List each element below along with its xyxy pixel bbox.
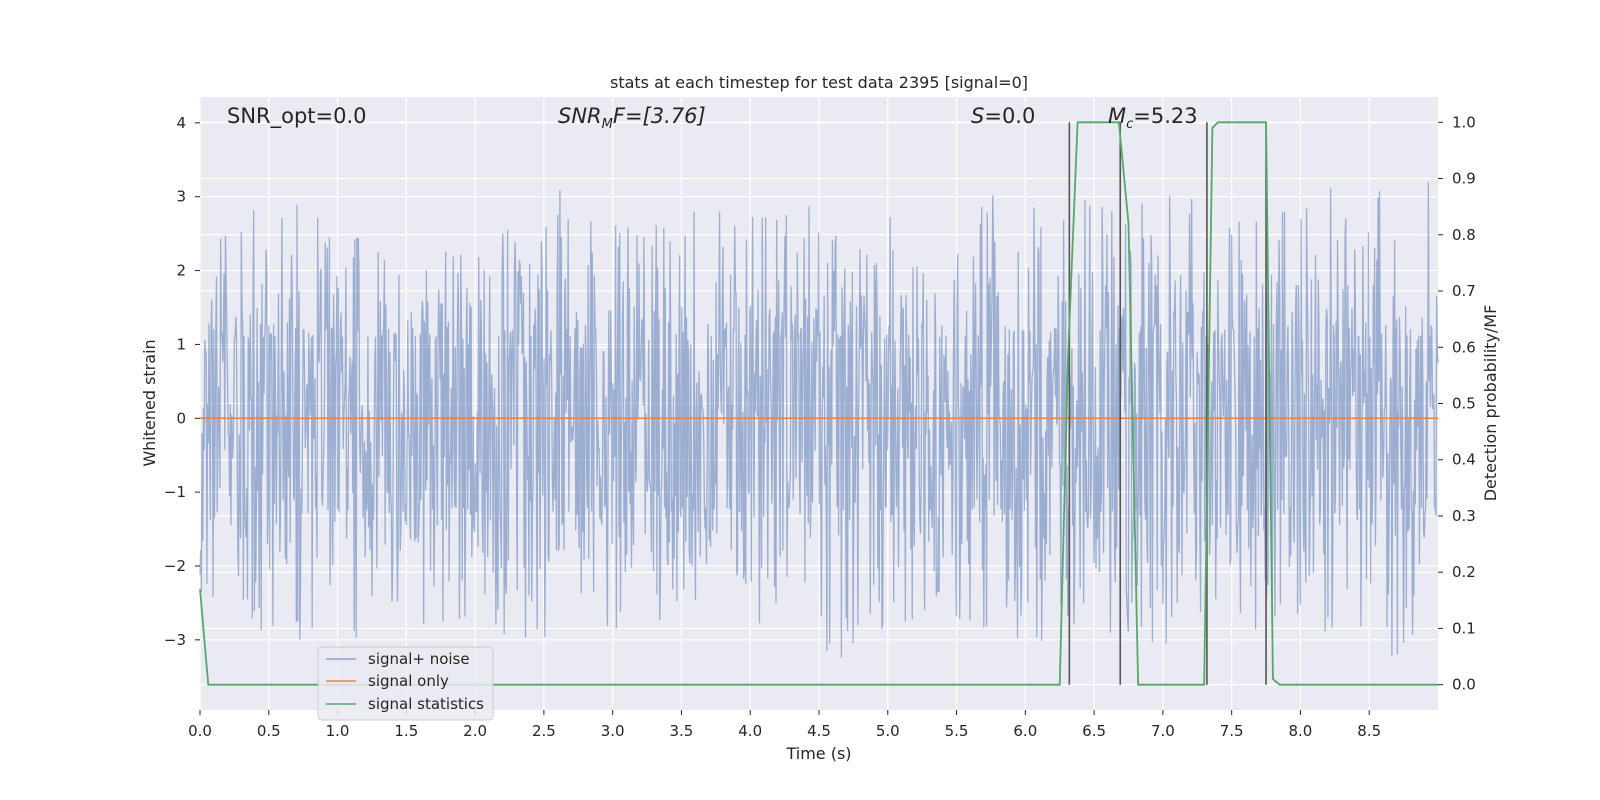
y2-tick-label: 0.0 — [1452, 676, 1476, 694]
x-tick-label: 7.5 — [1220, 722, 1244, 740]
noise-series — [199, 182, 1439, 658]
x-tick-label: 7.0 — [1151, 722, 1175, 740]
y2-tick-label: 0.9 — [1452, 170, 1476, 188]
x-tick-label: 8.0 — [1289, 722, 1313, 740]
y2-axis-title: Detection probability/MF — [1481, 305, 1500, 502]
s-symbol: S — [971, 104, 984, 128]
mc-value: =5.23 — [1133, 104, 1197, 128]
y-tick-label: 0 — [176, 409, 186, 427]
x-tick-label: 6.0 — [1013, 722, 1037, 740]
y2-tick-label: 0.2 — [1452, 563, 1476, 581]
y2-tick-label: 0.3 — [1452, 507, 1476, 525]
x-tick-label: 3.0 — [601, 722, 625, 740]
annotation-s: S=0.0 — [971, 104, 1035, 128]
legend-label-signal-only: signal only — [368, 672, 449, 690]
x-tick-label: 5.5 — [945, 722, 969, 740]
y-axis-left: −3 −2 −1 0 1 2 3 4 — [164, 114, 200, 649]
legend-label-signal-statistics: signal statistics — [368, 695, 484, 713]
y-axis-right: 0.0 0.1 0.2 0.3 0.4 0.5 0.6 0.7 0.8 0.9 1.0 — [1438, 113, 1476, 694]
snr-mf-symbol: SNR — [558, 104, 602, 128]
line-series — [199, 121, 1438, 686]
legend-label-signal-noise: signal+ noise — [368, 650, 470, 668]
snr-mf-value: F=[3.76] — [613, 104, 706, 128]
y-tick-label: 3 — [176, 188, 186, 206]
x-tick-label: 0.5 — [257, 722, 281, 740]
x-tick-label: 4.0 — [738, 722, 762, 740]
legend-box — [317, 646, 494, 721]
x-tick-label: 3.5 — [670, 722, 694, 740]
x-tick-label: 2.5 — [532, 722, 556, 740]
snr-mf-subscript: M — [602, 117, 613, 132]
x-tick-label: 5.0 — [876, 722, 900, 740]
x-tick-label: 1.0 — [326, 722, 350, 740]
chart-title: stats at each timestep for test data 239… — [610, 73, 1028, 92]
y2-tick-label: 0.5 — [1452, 395, 1476, 413]
y-tick-label: −3 — [164, 631, 186, 649]
x-axis: 0.0 0.5 1.0 1.5 2.0 2.5 3.0 3.5 4.0 4.5 5.0 5.5 6.0 6… — [188, 710, 1381, 740]
y2-tick-label: 0.8 — [1452, 226, 1476, 244]
y-tick-label: −2 — [164, 557, 186, 575]
x-tick-label: 0.0 — [188, 722, 212, 740]
y-tick-label: 4 — [176, 114, 186, 132]
x-tick-label: 2.0 — [463, 722, 487, 740]
y-tick-label: −1 — [164, 483, 186, 501]
annotation-mc: Mc=5.23 — [1108, 104, 1198, 132]
y2-tick-label: 0.6 — [1452, 338, 1476, 356]
mc-symbol: M — [1108, 104, 1126, 128]
y2-tick-label: 0.7 — [1452, 282, 1476, 300]
mc-subscript: c — [1126, 117, 1133, 132]
legend: signal+ noise signal only signal statist… — [317, 646, 494, 721]
x-axis-title: Time (s) — [785, 744, 851, 763]
signal-noise-line — [199, 182, 1439, 658]
y-tick-label: 2 — [176, 262, 186, 280]
y2-tick-label: 1.0 — [1452, 113, 1476, 131]
y2-tick-label: 0.4 — [1452, 451, 1476, 469]
y-tick-label: 1 — [176, 335, 186, 353]
s-value: =0.0 — [984, 104, 1035, 128]
annotation-snr-mf: SNRMF=[3.76] — [558, 104, 706, 132]
x-tick-label: 1.5 — [394, 722, 418, 740]
x-tick-label: 6.5 — [1082, 722, 1106, 740]
signal-statistics-line — [199, 121, 1438, 686]
y2-tick-label: 0.1 — [1452, 619, 1476, 637]
y-axis-title: Whitened strain — [140, 339, 159, 466]
x-tick-label: 4.5 — [807, 722, 831, 740]
x-tick-label: 8.5 — [1357, 722, 1381, 740]
annotation-snr-opt: SNR_opt=0.0 — [227, 104, 367, 129]
